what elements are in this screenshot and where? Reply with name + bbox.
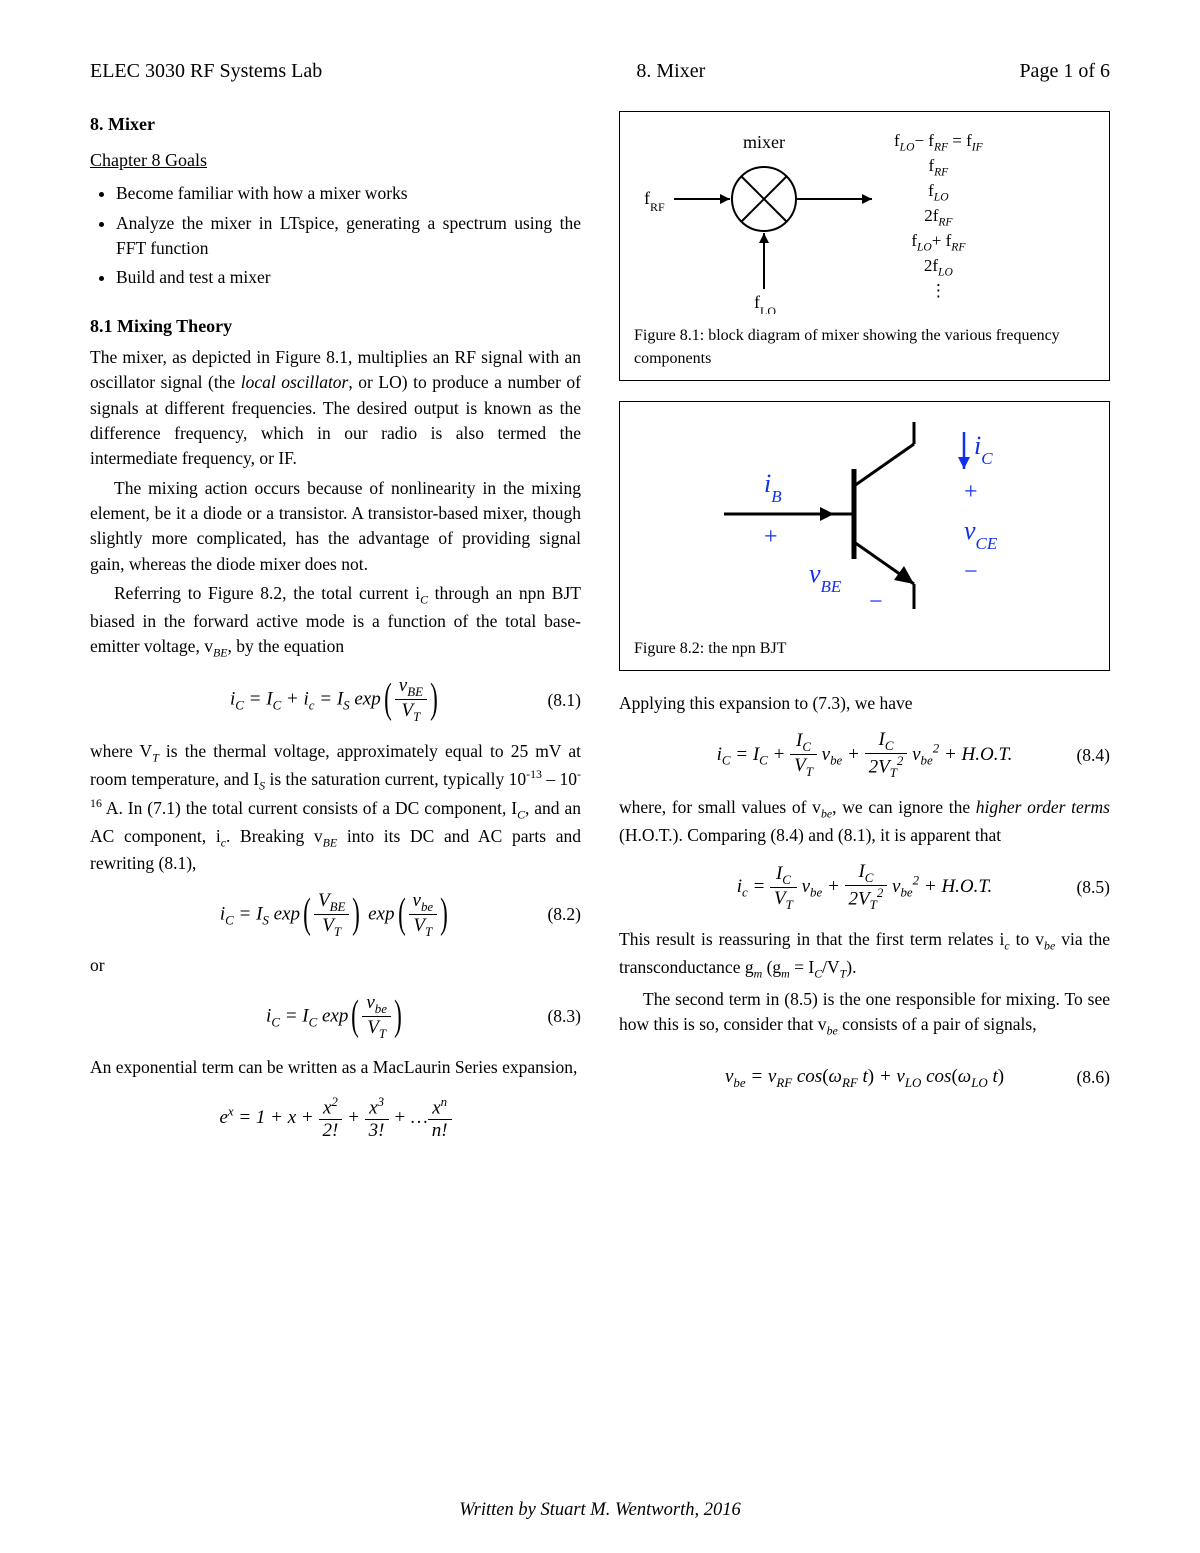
goal-item: Become familiar with how a mixer works <box>116 181 581 206</box>
para-9: The second term in (8.5) is the one resp… <box>619 987 1110 1040</box>
fig81-caption: Figure 8.1: block diagram of mixer showi… <box>634 324 1095 370</box>
eq-8-3: iC = IC exp(vbeVT) (8.3) <box>90 993 581 1042</box>
header-right: Page 1 of 6 <box>1019 60 1110 83</box>
goal-item: Build and test a mixer <box>116 265 581 290</box>
para-4: where VT is the thermal voltage, approxi… <box>90 739 581 877</box>
eq-num: (8.4) <box>1076 743 1110 768</box>
fig82-caption: Figure 8.2: the npn BJT <box>634 637 1095 660</box>
section-title: 8. Mixer <box>90 111 581 137</box>
goal-item: Analyze the mixer in LTspice, generating… <box>116 211 581 262</box>
svg-text:iB: iB <box>764 469 782 506</box>
para-3: Referring to Figure 8.2, the total curre… <box>90 581 581 662</box>
svg-text:−: − <box>869 589 883 615</box>
svg-text:vCE: vCE <box>964 516 998 553</box>
para-1: The mixer, as depicted in Figure 8.1, mu… <box>90 345 581 472</box>
goals-list: Become familiar with how a mixer works A… <box>90 181 581 291</box>
para-7: where, for small values of vbe, we can i… <box>619 795 1110 848</box>
para-6: Applying this expansion to (7.3), we hav… <box>619 691 1110 716</box>
para-8: This result is reassuring in that the fi… <box>619 927 1110 983</box>
output-freq-list: fLO− fRF = fIF fRF fLO 2fRF fLO+ fRF 2fL… <box>894 124 983 303</box>
header-left: ELEC 3030 RF Systems Lab <box>90 60 322 83</box>
or-text: or <box>90 953 581 978</box>
mixer-label: mixer <box>743 132 785 152</box>
eq-8-6: vbe = vRF cos(ωRF t) + vLO cos(ωLO t) (8… <box>619 1054 1110 1102</box>
eq-num: (8.1) <box>547 688 581 713</box>
eq-8-4: iC = IC + ICVT vbe + IC2VT2 vbe2 + H.O.T… <box>619 730 1110 781</box>
eq-num: (8.5) <box>1076 875 1110 900</box>
svg-text:+: + <box>964 479 978 505</box>
figure-8-2: iB iC + vCE − + vBE − Figure 8.2: the np… <box>619 401 1110 671</box>
para-2: The mixing action occurs because of nonl… <box>90 476 581 578</box>
header-center: 8. Mixer <box>636 60 705 83</box>
sec81-title: 8.1 Mixing Theory <box>90 313 581 339</box>
eq-8-2: iC = IS exp(VBEVT) exp(vbeVT) (8.2) <box>90 891 581 940</box>
eq-num: (8.3) <box>547 1004 581 1029</box>
right-column: mixer fRF fLO <box>619 111 1110 1157</box>
left-column: 8. Mixer Chapter 8 Goals Become familiar… <box>90 111 581 1157</box>
footer: Written by Stuart M. Wentworth, 2016 <box>0 1500 1200 1521</box>
svg-text:−: − <box>964 559 978 585</box>
figure-8-1: mixer fRF fLO <box>619 111 1110 381</box>
goals-heading: Chapter 8 Goals <box>90 147 581 173</box>
eq-8-1: iC = IC + ic = IS exp(vBEVT) (8.1) <box>90 676 581 725</box>
svg-text:vBE: vBE <box>809 559 842 596</box>
bjt-diagram: iB iC + vCE − + vBE − <box>634 414 1074 619</box>
eq-num: (8.6) <box>1076 1065 1110 1090</box>
svg-text:iC: iC <box>974 431 993 468</box>
eq-8-5: ic = ICVT vbe + IC2VT2 vbe2 + H.O.T. (8.… <box>619 862 1110 913</box>
mixer-diagram: mixer fRF fLO <box>634 124 894 314</box>
para-5: An exponential term can be written as a … <box>90 1055 581 1080</box>
flo-label: fLO <box>754 292 776 314</box>
eq-num: (8.2) <box>547 902 581 927</box>
eq-maclaurin: ex = 1 + x + x22! + x33! + …xnn! <box>90 1095 581 1143</box>
frf-label: fRF <box>644 188 665 214</box>
svg-text:+: + <box>764 524 778 550</box>
